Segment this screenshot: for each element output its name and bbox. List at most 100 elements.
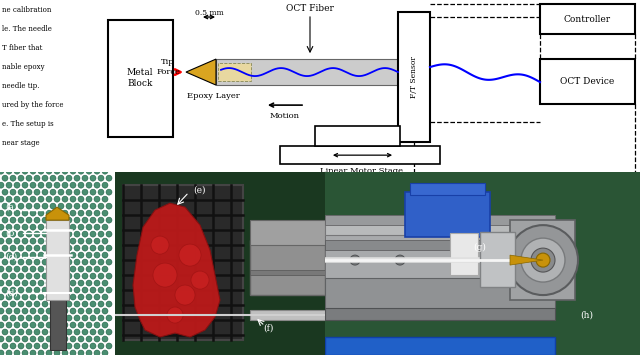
Text: F/T Sensor: F/T Sensor: [410, 56, 418, 98]
Circle shape: [34, 287, 40, 293]
Circle shape: [94, 238, 100, 244]
Text: ne calibration: ne calibration: [2, 6, 51, 14]
Circle shape: [46, 224, 52, 230]
Circle shape: [38, 266, 44, 272]
Circle shape: [94, 266, 100, 272]
Circle shape: [10, 217, 16, 223]
Circle shape: [58, 287, 64, 293]
Circle shape: [54, 238, 60, 244]
Circle shape: [54, 280, 60, 286]
Circle shape: [42, 259, 48, 265]
Text: (e): (e): [193, 186, 205, 195]
Circle shape: [46, 168, 52, 174]
Text: (a): (a): [5, 203, 17, 212]
Circle shape: [82, 189, 88, 195]
Circle shape: [34, 273, 40, 279]
Circle shape: [54, 266, 60, 272]
Circle shape: [46, 266, 52, 272]
Circle shape: [22, 336, 28, 342]
Circle shape: [102, 210, 108, 216]
Circle shape: [54, 350, 60, 355]
Circle shape: [2, 315, 8, 321]
Bar: [218, 63, 251, 81]
Circle shape: [42, 301, 48, 307]
Circle shape: [26, 315, 32, 321]
Circle shape: [70, 168, 76, 174]
Circle shape: [62, 350, 68, 355]
Circle shape: [94, 322, 100, 328]
Circle shape: [62, 238, 68, 244]
Circle shape: [62, 308, 68, 314]
Circle shape: [62, 252, 68, 258]
Circle shape: [10, 231, 16, 237]
Circle shape: [34, 301, 40, 307]
Circle shape: [98, 161, 104, 167]
Circle shape: [98, 273, 104, 279]
Text: (h): (h): [580, 311, 593, 320]
Bar: [325, 215, 555, 225]
Circle shape: [94, 210, 100, 216]
Circle shape: [98, 245, 104, 251]
Bar: [405, 192, 490, 237]
Circle shape: [22, 308, 28, 314]
Circle shape: [6, 168, 12, 174]
Circle shape: [66, 259, 72, 265]
Circle shape: [46, 322, 52, 328]
Circle shape: [70, 252, 76, 258]
Circle shape: [2, 259, 8, 265]
Circle shape: [50, 315, 56, 321]
Circle shape: [86, 266, 92, 272]
Circle shape: [26, 231, 32, 237]
Bar: [123, 185, 243, 340]
Circle shape: [2, 161, 8, 167]
Circle shape: [54, 308, 60, 314]
Circle shape: [50, 217, 56, 223]
Circle shape: [26, 175, 32, 181]
Circle shape: [78, 238, 84, 244]
Circle shape: [26, 189, 32, 195]
Circle shape: [82, 259, 88, 265]
Circle shape: [30, 252, 36, 258]
Circle shape: [26, 329, 32, 335]
Circle shape: [74, 273, 80, 279]
Circle shape: [58, 343, 64, 349]
Circle shape: [6, 182, 12, 188]
Bar: [325, 308, 555, 320]
Circle shape: [2, 329, 8, 335]
Circle shape: [78, 336, 84, 342]
Circle shape: [66, 343, 72, 349]
Circle shape: [50, 189, 56, 195]
Circle shape: [58, 259, 64, 265]
Circle shape: [78, 182, 84, 188]
Circle shape: [98, 189, 104, 195]
Circle shape: [6, 336, 12, 342]
Circle shape: [106, 301, 112, 307]
Circle shape: [70, 210, 76, 216]
Circle shape: [30, 238, 36, 244]
Circle shape: [18, 161, 24, 167]
Circle shape: [58, 301, 64, 307]
Circle shape: [34, 329, 40, 335]
Circle shape: [34, 259, 40, 265]
Circle shape: [86, 238, 92, 244]
Circle shape: [34, 203, 40, 209]
Circle shape: [82, 245, 88, 251]
Circle shape: [0, 238, 4, 244]
Circle shape: [78, 266, 84, 272]
Bar: [250, 240, 325, 295]
Circle shape: [10, 329, 16, 335]
Circle shape: [38, 322, 44, 328]
Circle shape: [62, 224, 68, 230]
Circle shape: [151, 236, 169, 254]
Circle shape: [38, 196, 44, 202]
Circle shape: [82, 203, 88, 209]
Text: (g): (g): [473, 242, 486, 252]
Circle shape: [6, 196, 12, 202]
Text: T fiber that: T fiber that: [2, 44, 42, 52]
Circle shape: [78, 294, 84, 300]
Circle shape: [2, 301, 8, 307]
Circle shape: [18, 203, 24, 209]
Circle shape: [66, 217, 72, 223]
Circle shape: [6, 322, 12, 328]
Circle shape: [0, 182, 4, 188]
